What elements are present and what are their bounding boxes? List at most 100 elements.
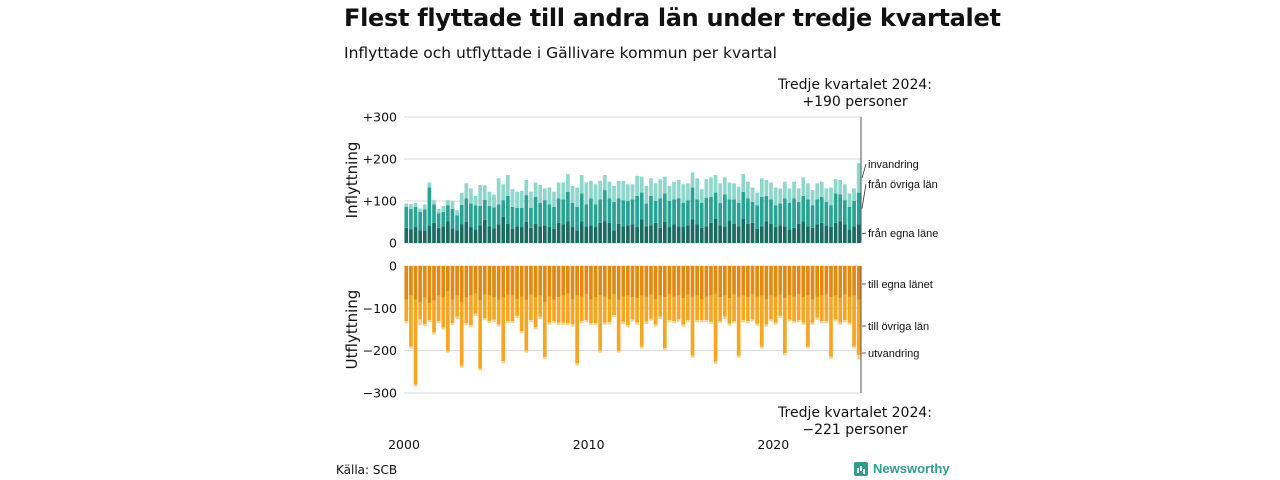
inflow-own-county-bar — [547, 227, 552, 243]
outflow-other-counties-bar — [662, 297, 667, 349]
inflow-other-counties-bar — [722, 194, 727, 228]
inflow-own-county-bar — [552, 228, 556, 243]
outflow-other-counties-bar — [819, 295, 824, 322]
inflow-immigration-bar — [626, 184, 630, 201]
outflow-emigration-bar — [418, 318, 423, 326]
inflow-own-county-bar — [856, 224, 861, 243]
inflow-other-counties-bar — [718, 202, 723, 226]
outflow-other-counties-bar — [778, 294, 783, 316]
inflow-immigration-bar — [759, 178, 764, 197]
outflow-other-counties-bar — [750, 293, 755, 320]
inflow-immigration-bar — [529, 191, 533, 208]
inflow-own-county-bar — [639, 219, 644, 243]
callout-inflow: Tredje kvartalet 2024: +190 personer — [778, 77, 932, 111]
inflow-other-counties-bar — [856, 192, 861, 225]
outflow-other-counties-bar — [533, 297, 538, 328]
outflow-own-county-bar — [829, 266, 833, 298]
outflow-own-county-bar — [506, 266, 510, 295]
inflow-own-county-bar — [506, 223, 510, 243]
inflow-own-county-bar — [515, 226, 519, 243]
inflow-other-counties-bar — [556, 198, 561, 223]
outflow-other-counties-bar — [552, 299, 556, 322]
x-tick-label: 2010 — [573, 437, 605, 452]
inflow-immigration-bar — [824, 188, 829, 202]
outflow-emigration-bar — [782, 353, 787, 356]
inflow-other-counties-bar — [446, 205, 450, 222]
outflow-emigration-bar — [769, 319, 773, 322]
outflow-emigration-bar — [621, 321, 626, 324]
outflow-other-counties-bar — [561, 295, 566, 323]
inflow-immigration-bar — [727, 182, 732, 200]
inflow-other-counties-bar — [482, 199, 487, 220]
inflow-immigration-bar — [856, 163, 861, 193]
outflow-other-counties-bar — [538, 295, 543, 317]
outflow-other-counties-bar — [612, 293, 616, 316]
outflow-emigration-bar — [746, 321, 750, 324]
outflow-other-counties-bar — [529, 294, 533, 321]
outflow-emigration-bar — [686, 320, 690, 323]
outflow-own-county-bar — [792, 266, 796, 297]
inflow-immigration-bar — [746, 181, 750, 199]
outflow-series-label: till egna länet — [868, 279, 933, 291]
inflow-other-counties-bar — [746, 198, 750, 224]
outflow-other-counties-bar — [709, 295, 713, 322]
outflow-own-county-bar — [699, 266, 704, 300]
inflow-own-county-bar — [801, 221, 806, 243]
inflow-other-counties-bar — [667, 201, 672, 228]
inflow-other-counties-bar — [847, 206, 852, 230]
outflow-own-county-bar — [584, 266, 589, 294]
outflow-emigration-bar — [833, 319, 838, 322]
inflow-other-counties-bar — [441, 211, 446, 227]
outflow-own-county-bar — [847, 266, 852, 297]
outflow-other-counties-bar — [510, 295, 515, 322]
outflow-own-county-bar — [478, 266, 483, 301]
inflow-immigration-bar — [829, 187, 833, 206]
inflow-own-county-bar — [584, 226, 589, 243]
outflow-emigration-bar — [773, 322, 778, 325]
inflow-own-county-bar — [662, 222, 667, 243]
inflow-immigration-bar — [422, 204, 427, 210]
inflow-other-counties-bar — [806, 199, 810, 227]
inflow-own-county-bar — [441, 226, 446, 243]
outflow-other-counties-bar — [626, 295, 630, 326]
outflow-emigration-bar — [506, 321, 510, 324]
outflow-emigration-bar — [764, 324, 769, 327]
outflow-emigration-bar — [529, 320, 533, 323]
outflow-emigration-bar — [579, 321, 584, 324]
inflow-own-county-bar — [593, 227, 598, 243]
outflow-emigration-bar — [593, 323, 598, 326]
callout-outflow-line2: −221 personer — [802, 422, 908, 438]
outflow-own-county-bar — [621, 266, 626, 297]
outflow-emigration-bar — [819, 321, 824, 324]
outflow-other-counties-bar — [418, 301, 423, 319]
inflow-immigration-bar — [524, 180, 529, 196]
inflow-other-counties-bar — [464, 198, 469, 222]
outflow-other-counties-bar — [506, 294, 510, 322]
outflow-other-counties-bar — [695, 295, 699, 321]
inflow-own-county-bar — [570, 227, 575, 243]
inflow-own-county-bar — [847, 229, 852, 243]
inflow-immigration-bar — [436, 208, 441, 214]
inflow-immigration-bar — [492, 194, 496, 208]
brand-logo-link[interactable]: Newsworthy — [854, 461, 950, 476]
outflow-other-counties-bar — [842, 294, 847, 321]
inflow-own-county-bar — [667, 227, 672, 243]
inflow-immigration-bar — [506, 174, 510, 196]
inflow-other-counties-bar — [621, 200, 626, 227]
outflow-other-counties-bar — [699, 299, 704, 321]
inflow-immigration-bar — [487, 191, 492, 207]
outflow-other-counties-bar — [570, 299, 575, 325]
outflow-own-county-bar — [852, 266, 856, 296]
outflow-other-counties-bar — [602, 296, 607, 323]
outflow-own-county-bar — [796, 266, 801, 294]
outflow-own-county-bar — [533, 266, 538, 298]
inflow-own-county-bar — [727, 220, 732, 243]
outflow-emigration-bar — [810, 322, 815, 325]
outflow-own-county-bar — [436, 266, 441, 296]
outflow-series-label: till övriga län — [868, 321, 929, 333]
outflow-emigration-bar — [607, 322, 612, 325]
inflow-immigration-bar — [584, 182, 589, 205]
inflow-own-county-bar — [432, 222, 436, 243]
inflow-other-counties-bar — [695, 199, 699, 225]
inflow-own-county-bar — [722, 227, 727, 243]
